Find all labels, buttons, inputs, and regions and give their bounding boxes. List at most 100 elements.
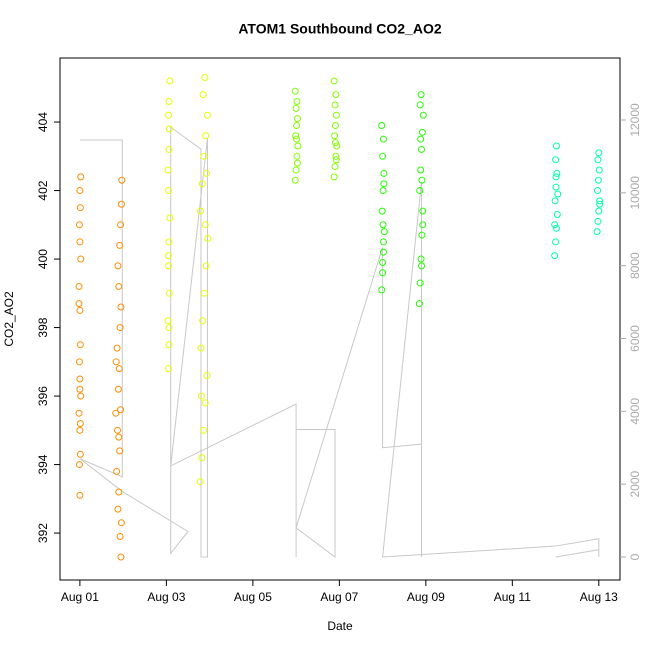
data-point <box>165 238 173 246</box>
data-point <box>116 533 124 540</box>
data-point <box>291 87 299 95</box>
data-point <box>552 183 560 191</box>
data-point <box>418 128 426 136</box>
x-axis-label: Date <box>327 619 353 633</box>
data-point <box>416 187 424 195</box>
data-point <box>116 241 124 249</box>
data-point <box>594 176 602 184</box>
data-point <box>291 176 299 184</box>
data-point <box>75 461 83 469</box>
data-point <box>552 156 560 164</box>
data-point <box>77 173 85 181</box>
y2-tick-label: 4000 <box>628 398 642 425</box>
data-point <box>293 98 301 105</box>
data-point <box>75 282 83 290</box>
data-point <box>418 145 426 153</box>
data-point <box>199 91 207 99</box>
data-point <box>75 409 83 417</box>
data-point <box>331 132 339 140</box>
data-point <box>552 224 560 232</box>
data-point <box>419 207 427 215</box>
data-point <box>379 187 387 195</box>
data-point <box>330 173 338 181</box>
data-point <box>165 341 173 349</box>
data-point <box>595 149 603 157</box>
data-point <box>77 255 85 263</box>
y-tick-label: 396 <box>36 386 50 406</box>
data-point <box>595 166 603 174</box>
data-point <box>114 426 122 434</box>
data-point <box>201 74 209 82</box>
data-point <box>553 211 561 219</box>
data-point <box>203 169 211 177</box>
x-tick-label: Aug 01 <box>61 590 99 604</box>
data-point <box>418 176 426 184</box>
data-point <box>594 187 602 195</box>
data-point <box>197 207 205 215</box>
data-point <box>294 142 302 150</box>
data-point <box>115 488 123 496</box>
data-point <box>197 392 205 400</box>
data-point <box>114 385 122 393</box>
data-point <box>378 121 386 129</box>
data-point <box>196 478 204 486</box>
data-point <box>331 163 339 171</box>
data-point <box>593 228 601 236</box>
data-point <box>76 426 84 434</box>
data-point <box>378 207 386 215</box>
data-point <box>117 553 125 561</box>
data-point <box>594 217 602 225</box>
data-point <box>113 467 121 475</box>
data-point <box>117 200 125 208</box>
x-tick-label: Aug 05 <box>234 590 272 604</box>
data-point <box>164 166 172 174</box>
y2-tick-label: 12000 <box>628 103 642 137</box>
data-point <box>331 139 339 147</box>
data-point <box>332 91 340 99</box>
data-point <box>293 159 301 167</box>
data-point <box>379 238 387 246</box>
data-point <box>115 433 123 441</box>
data-point <box>75 300 83 308</box>
data-point <box>379 248 387 256</box>
data-point <box>76 491 84 499</box>
data-point <box>198 180 206 188</box>
data-point <box>293 121 301 129</box>
data-point <box>380 169 388 177</box>
data-point <box>76 204 84 212</box>
data-point <box>199 317 207 325</box>
data-point <box>293 152 301 160</box>
data-point <box>416 101 424 109</box>
data-point <box>418 231 426 239</box>
data-point <box>165 365 173 373</box>
data-point <box>202 132 210 140</box>
data-point <box>417 91 425 99</box>
data-point <box>76 385 84 393</box>
secondary-line <box>79 126 600 558</box>
data-point <box>115 365 123 373</box>
data-point <box>293 135 301 143</box>
y2-tick-label: 2000 <box>628 470 642 497</box>
data-point <box>117 519 125 527</box>
y-tick-label: 404 <box>36 112 50 132</box>
data-point <box>596 200 604 208</box>
data-point <box>292 104 300 112</box>
data-point <box>117 303 125 311</box>
data-point <box>552 173 560 181</box>
data-point <box>116 324 124 332</box>
data-point <box>200 289 208 297</box>
x-tick-label: Aug 07 <box>320 590 358 604</box>
data-point <box>330 77 338 85</box>
y-tick-label: 400 <box>36 249 50 269</box>
data-point <box>594 156 602 164</box>
data-point <box>415 300 423 308</box>
data-point <box>76 450 84 458</box>
data-point <box>76 187 84 195</box>
data-point <box>116 447 124 455</box>
y-tick-label: 392 <box>36 523 50 543</box>
data-point <box>293 115 301 123</box>
data-point <box>378 286 386 294</box>
data-point <box>332 111 340 119</box>
data-point <box>165 324 173 332</box>
